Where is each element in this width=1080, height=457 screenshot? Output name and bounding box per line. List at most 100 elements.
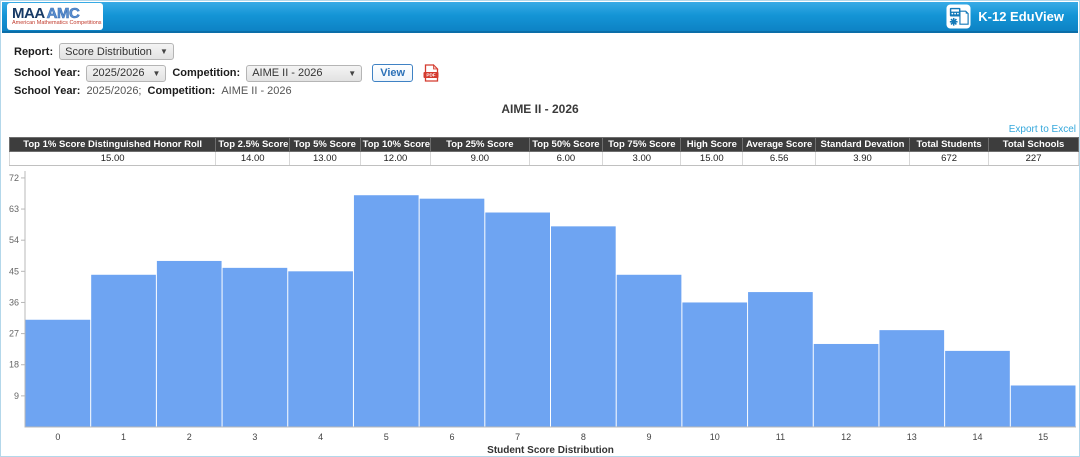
y-tick-label: 36 [9,297,19,307]
stats-col-header: Top 50% Score [528,137,604,152]
stats-value: 14.00 [215,151,291,166]
x-tick-label: 9 [647,432,652,442]
logo-amc-text: AMC [46,5,80,23]
stats-col-header: Average Score [742,137,816,152]
chart-axes [24,171,1076,428]
x-tick-label: 15 [1038,432,1048,442]
x-tick-label: 1 [121,432,126,442]
export-pdf-button[interactable]: PDF [423,64,439,82]
summary-competition-value: AIME II - 2026 [221,85,292,97]
maa-amc-logo[interactable]: MAA AMC American Mathematics Competition… [7,3,103,30]
school-year-select-value: 2025/2026 [92,67,145,79]
x-tick-label: 12 [841,432,851,442]
x-tick-label: 10 [710,432,720,442]
app-title-text: K-12 EduView [978,9,1064,24]
top-header-bar: MAA AMC American Mathematics Competition… [2,2,1078,33]
histogram-bar [156,260,222,427]
competition-select-value: AIME II - 2026 [252,67,323,79]
summary-school-year-label: School Year: [14,85,81,97]
report-label: Report: [14,45,54,58]
svg-text:PDF: PDF [426,73,435,78]
y-tick-label: 72 [9,173,19,183]
y-tick-label: 45 [9,266,19,276]
stats-value: 9.00 [430,151,530,166]
histogram-bar [682,302,748,427]
histogram-bar [879,330,945,427]
y-tick-label: 54 [9,235,19,245]
x-tick-label: 0 [55,432,60,442]
stats-col-header: Top 2.5% Score [215,137,291,152]
x-tick-label: 5 [384,432,389,442]
stats-col-header: Top 10% Score [359,137,432,152]
stats-value: 672 [909,151,990,166]
stats-header-row: Top 1% Score Distinguished Honor Roll To… [8,137,1079,152]
y-tick-label: 27 [9,329,19,339]
x-tick-label: 2 [187,432,192,442]
x-tick-label: 8 [581,432,586,442]
stats-col-header: Top 75% Score [602,137,682,152]
stats-col-header: High Score [680,137,744,152]
stats-value: 15.00 [8,151,217,166]
histogram-bar [616,274,682,427]
x-tick-label: 11 [776,432,785,442]
stats-value: 6.00 [528,151,604,166]
histogram-bar [25,319,91,427]
histogram-bar [222,267,288,427]
histogram-bar [551,226,616,427]
report-select-value: Score Distribution [65,45,152,58]
histogram-bar [748,292,813,427]
score-stats-table: Top 1% Score Distinguished Honor Roll To… [8,137,1079,166]
report-filter-row: Report: Score Distribution ▼ [14,43,174,60]
logo-text: MAA AMC American Mathematics Competition… [12,6,102,27]
histogram-bar [1010,385,1076,427]
view-button[interactable]: View [372,64,414,82]
stats-value-row: 15.00 14.00 13.00 12.00 9.00 6.00 3.00 1… [8,151,1079,166]
year-competition-filter-row: School Year: 2025/2026 ▼ Competition: AI… [14,64,439,82]
x-tick-label: 7 [515,432,520,442]
stats-col-header: Top 5% Score [289,137,361,152]
histogram-bar [91,274,156,427]
chevron-down-icon: ▼ [159,47,168,56]
selection-summary: School Year: 2025/2026; Competition: AIM… [14,85,292,97]
score-distribution-chart: 9 18 27 36 45 54 63 72 0 1 2 3 4 5 6 7 8 9 10 11 12 13 14 15 Stu… [2,167,1079,456]
stats-col-header: Standard Devation [814,137,911,152]
stats-col-header: Top 25% Score [430,137,530,152]
x-tick-label: 14 [972,432,982,442]
logo-maa-text: MAA [12,5,45,23]
histogram-bar [485,212,550,427]
histogram-bar [945,350,1010,427]
pdf-icon: PDF [423,64,439,82]
y-tick-label: 18 [9,360,19,370]
competition-select[interactable]: AIME II - 2026 ▼ [246,64,363,82]
chevron-down-icon: ▼ [348,68,357,78]
stats-value: 3.90 [814,151,911,166]
x-tick-label: 4 [318,432,323,442]
y-tick-label: 63 [9,204,19,214]
logo-tagline: American Mathematics Competitions [12,20,102,27]
x-tick-label: 6 [449,432,454,442]
histogram-bar [288,271,353,427]
export-to-excel-link[interactable]: Export to Excel [1008,124,1076,135]
histogram-bar [419,198,485,427]
eduview-calculator-doc-icon [946,4,971,29]
report-select[interactable]: Score Distribution ▼ [59,43,174,60]
histogram-bar [813,343,879,427]
stats-value: 6.56 [742,151,816,166]
app-title-area: K-12 EduView [946,4,1064,29]
summary-school-year-value: 2025/2026; [86,85,142,97]
stats-col-header: Total Students [909,137,990,152]
school-year-select[interactable]: 2025/2026 ▼ [86,64,167,82]
school-year-label: School Year: [14,67,81,79]
stats-col-header: Top 1% Score Distinguished Honor Roll [8,137,217,152]
stats-value: 15.00 [680,151,744,166]
chevron-down-icon: ▼ [152,68,161,78]
histogram-bar [353,195,419,427]
stats-value: 3.00 [602,151,682,166]
stats-value: 227 [988,151,1079,166]
competition-label: Competition: [172,67,241,79]
x-tick-label: 3 [252,432,257,442]
summary-competition-label: Competition: [147,85,216,97]
x-tick-label: 13 [907,432,917,442]
